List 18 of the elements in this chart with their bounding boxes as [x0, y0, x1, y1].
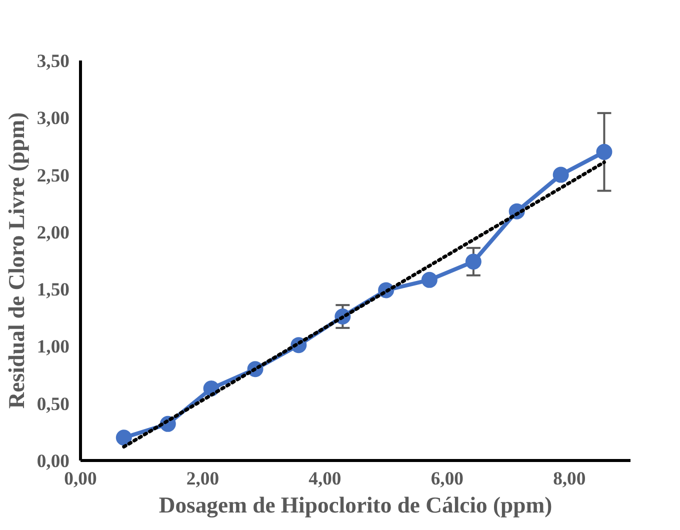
point [596, 144, 612, 160]
x-tick-label: 2,00 [186, 468, 220, 490]
y-tick-label: 3,50 [36, 51, 70, 72]
x-tick-label: 4,00 [308, 468, 342, 490]
y-tick-label: 1,00 [36, 336, 70, 358]
y-tick-label: 2,50 [36, 165, 70, 186]
point [552, 166, 569, 183]
point [465, 254, 482, 270]
y-tick-label: 2,00 [36, 222, 70, 244]
y-tick-label: 0,50 [36, 394, 70, 415]
x-tick-label: 6,00 [430, 468, 464, 490]
x-axis-title: Dosagem de Hipoclorito de Cálcio (ppm) [158, 492, 552, 518]
y-tick-label: 3,00 [36, 108, 70, 130]
point [116, 430, 132, 446]
y-axis-title: Residual de Cloro Livre (ppm) [4, 112, 29, 409]
y-tick-label: 1,50 [36, 280, 70, 301]
x-tick-label: 8,00 [553, 468, 586, 490]
point [421, 272, 438, 288]
